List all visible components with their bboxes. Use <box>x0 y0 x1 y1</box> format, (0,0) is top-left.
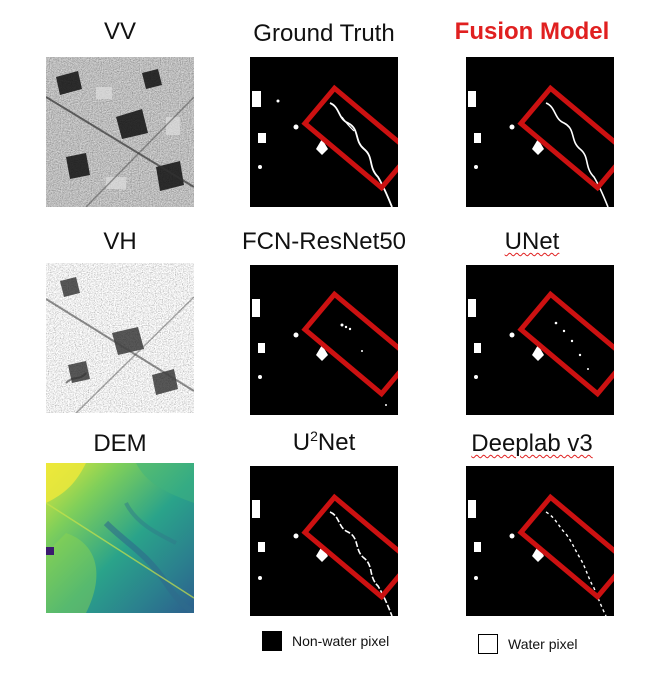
highlight-box <box>517 84 614 192</box>
fcn-resnet50-label: FCN-ResNet50 <box>241 228 407 255</box>
unet-label-text: UNet <box>504 228 560 255</box>
vh-label: VH <box>103 228 137 255</box>
fusion-model-mask <box>466 57 614 207</box>
u2net-label-sup: 2 <box>310 428 318 444</box>
legend-non-water: Non-water pixel <box>262 631 389 651</box>
vh-sar-image <box>46 263 194 413</box>
highlight-box <box>301 493 398 601</box>
unet-label: UNet <box>422 228 642 256</box>
legend-water-label: Water pixel <box>508 636 578 652</box>
vv-label: VV <box>103 18 136 45</box>
highlight-box <box>301 84 398 192</box>
ground-truth-label: Ground Truth <box>253 20 395 47</box>
dem-label: DEM <box>93 430 147 457</box>
highlight-box <box>301 290 398 398</box>
water-swatch <box>478 634 498 654</box>
unet-mask <box>466 265 614 415</box>
u2net-label-rest: Net <box>317 429 356 456</box>
highlight-box <box>517 290 614 398</box>
highlight-box <box>517 493 614 601</box>
fcn-resnet50-mask <box>250 265 398 415</box>
non-water-swatch <box>262 631 282 651</box>
deeplab-label-text: Deeplab v3 <box>471 430 593 457</box>
vv-sar-image <box>46 57 194 207</box>
deeplab-label: Deeplab v3 <box>422 430 642 458</box>
deeplab-v3-mask <box>466 466 614 616</box>
u2net-mask <box>250 466 398 616</box>
legend-water: Water pixel <box>478 634 578 654</box>
u2net-label: U2Net <box>214 428 434 457</box>
dem-image <box>46 463 194 613</box>
u2net-label-base: U <box>292 429 311 456</box>
ground-truth-mask <box>250 57 398 207</box>
fusion-model-label: Fusion Model <box>454 18 610 45</box>
legend-non-water-label: Non-water pixel <box>292 633 390 649</box>
